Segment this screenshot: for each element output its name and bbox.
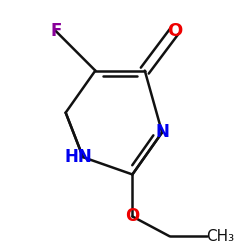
Text: O: O <box>125 208 140 226</box>
Text: N: N <box>155 124 169 142</box>
Text: O: O <box>167 22 182 40</box>
Text: CH₃: CH₃ <box>206 229 235 244</box>
Text: HN: HN <box>64 148 92 166</box>
Text: F: F <box>50 22 62 40</box>
